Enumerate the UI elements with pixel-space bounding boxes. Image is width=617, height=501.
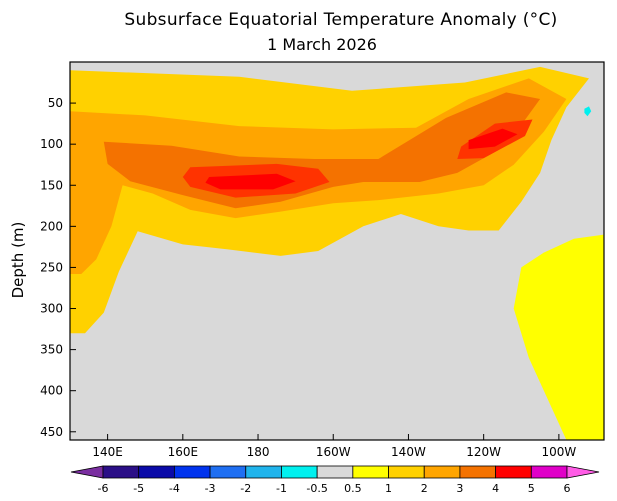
colorbar: -6 -5 -4 -3 -2 -1 -0.5 0.5 1 2 3 4 5 6 bbox=[70, 465, 600, 495]
x-tick-label: 100W bbox=[541, 445, 576, 459]
y-tick-label: 250 bbox=[40, 260, 63, 274]
colorbar-label: 4 bbox=[492, 482, 499, 495]
colorbar-swatch bbox=[423, 465, 461, 479]
plot-area: 140E 160E 180 160W 140W 120W 100W 50 100 150 200 2… bbox=[40, 61, 605, 459]
y-tick-label: 150 bbox=[40, 178, 63, 192]
chart-subtitle: 1 March 2026 bbox=[267, 35, 377, 54]
y-tick-label: 100 bbox=[40, 137, 63, 151]
colorbar-swatch bbox=[138, 465, 175, 479]
colorbar-swatch bbox=[495, 465, 532, 479]
colorbar-label: -5 bbox=[133, 482, 144, 495]
plot-frame bbox=[69, 61, 605, 441]
x-tick-label: 140W bbox=[391, 445, 426, 459]
colorbar-swatch bbox=[70, 465, 104, 479]
y-tick-label: 300 bbox=[40, 302, 63, 316]
chart-title: Subsurface Equatorial Temperature Anomal… bbox=[124, 10, 557, 30]
region-warm-anomaly-5-6C-west bbox=[205, 173, 296, 190]
colorbar-swatch bbox=[352, 465, 389, 479]
region-warm-anomaly-east-lower bbox=[513, 234, 604, 440]
colorbar-label: 6 bbox=[564, 482, 571, 495]
colorbar-label: -2 bbox=[240, 482, 251, 495]
x-tick-label: 180 bbox=[247, 445, 270, 459]
region-warm-anomaly-5-6C-east bbox=[468, 128, 518, 150]
y-axis-label: Depth (m) bbox=[9, 222, 27, 299]
y-tick-label: 200 bbox=[40, 219, 63, 233]
y-tick-label: 50 bbox=[48, 96, 63, 110]
colorbar-swatch bbox=[173, 465, 211, 479]
colorbar-swatch bbox=[245, 465, 282, 479]
colorbar-label: -3 bbox=[205, 482, 216, 495]
colorbar-label: 5 bbox=[528, 482, 535, 495]
colorbar-swatch bbox=[281, 465, 318, 479]
colorbar-label: 2 bbox=[421, 482, 428, 495]
colorbar-swatch bbox=[388, 465, 425, 479]
x-tick-label: 140E bbox=[92, 445, 123, 459]
colorbar-swatch bbox=[102, 465, 140, 479]
colorbar-swatch bbox=[459, 465, 497, 479]
x-tick-label: 160E bbox=[168, 445, 199, 459]
y-tick-label: 350 bbox=[40, 343, 63, 357]
colorbar-label: -6 bbox=[98, 482, 109, 495]
colorbar-label: -4 bbox=[169, 482, 180, 495]
colorbar-swatch bbox=[316, 465, 354, 479]
colorbar-swatch bbox=[209, 465, 247, 479]
colorbar-label: 0.5 bbox=[344, 482, 362, 495]
y-tick-label: 400 bbox=[40, 384, 63, 398]
x-tick-label: 160W bbox=[316, 445, 351, 459]
colorbar-label: 1 bbox=[385, 482, 392, 495]
colorbar-label: 3 bbox=[456, 482, 463, 495]
colorbar-label: -1 bbox=[276, 482, 287, 495]
colorbar-label: -0.5 bbox=[306, 482, 327, 495]
region-cold-anomaly-cyan-spot bbox=[584, 106, 592, 117]
colorbar-swatch bbox=[566, 465, 600, 479]
y-tick-label: 450 bbox=[40, 425, 63, 439]
colorbar-swatch bbox=[530, 465, 568, 479]
x-tick-label: 120W bbox=[466, 445, 501, 459]
